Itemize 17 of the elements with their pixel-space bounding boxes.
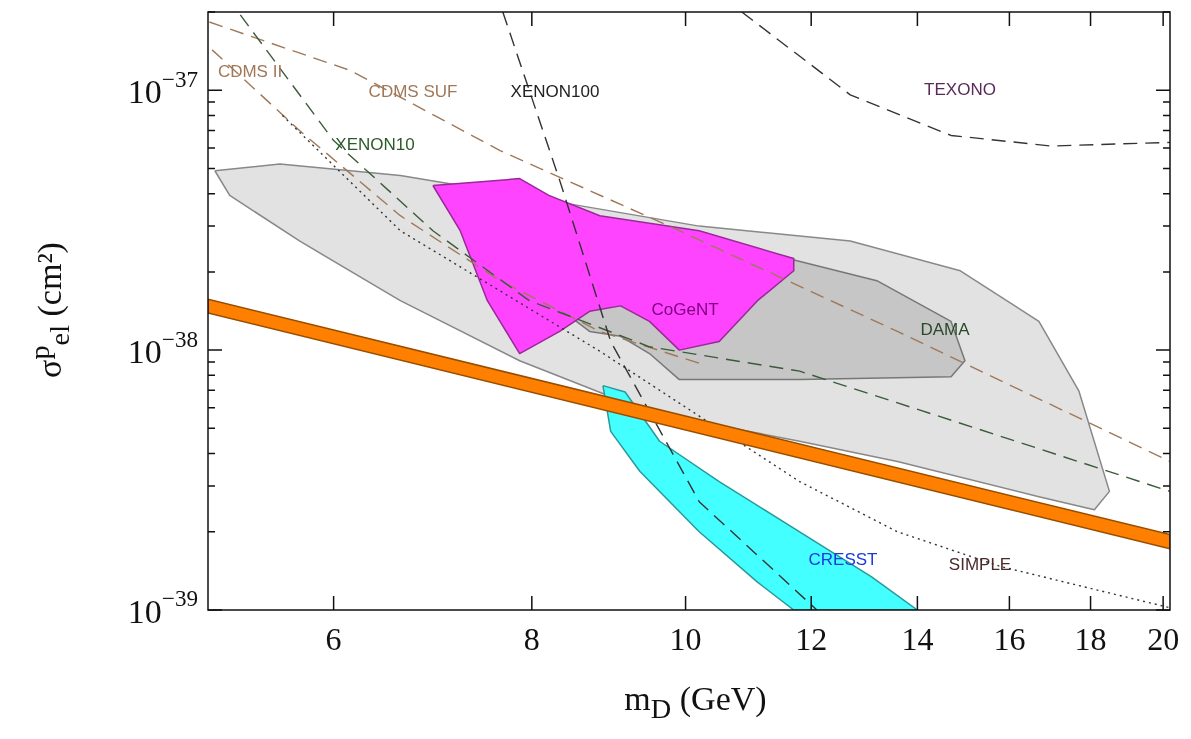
x-tick-label: 8 bbox=[523, 621, 540, 658]
x-tick-label: 16 bbox=[993, 621, 1026, 658]
x-tick-label: 20 bbox=[1147, 621, 1180, 658]
series-label: TEXONO bbox=[924, 79, 996, 99]
x-tick-label: 14 bbox=[901, 621, 934, 658]
series-label: SIMPLE bbox=[948, 554, 1012, 574]
series-label: CoGeNT bbox=[651, 299, 719, 319]
series-label: CDMS SUF bbox=[368, 81, 458, 101]
x-tick-label: 18 bbox=[1074, 621, 1107, 658]
x-tick-label: 12 bbox=[795, 621, 828, 658]
series-label: DAMA bbox=[920, 319, 971, 339]
x-tick-label: 6 bbox=[325, 621, 342, 658]
series-label: XENON10 bbox=[335, 134, 415, 154]
series-label: CDMS II bbox=[217, 61, 283, 81]
series-label: XENON100 bbox=[510, 81, 600, 101]
x-tick-label: 10 bbox=[669, 621, 702, 658]
x-axis-title: m$_{D}$ (GeV) bbox=[623, 680, 768, 725]
